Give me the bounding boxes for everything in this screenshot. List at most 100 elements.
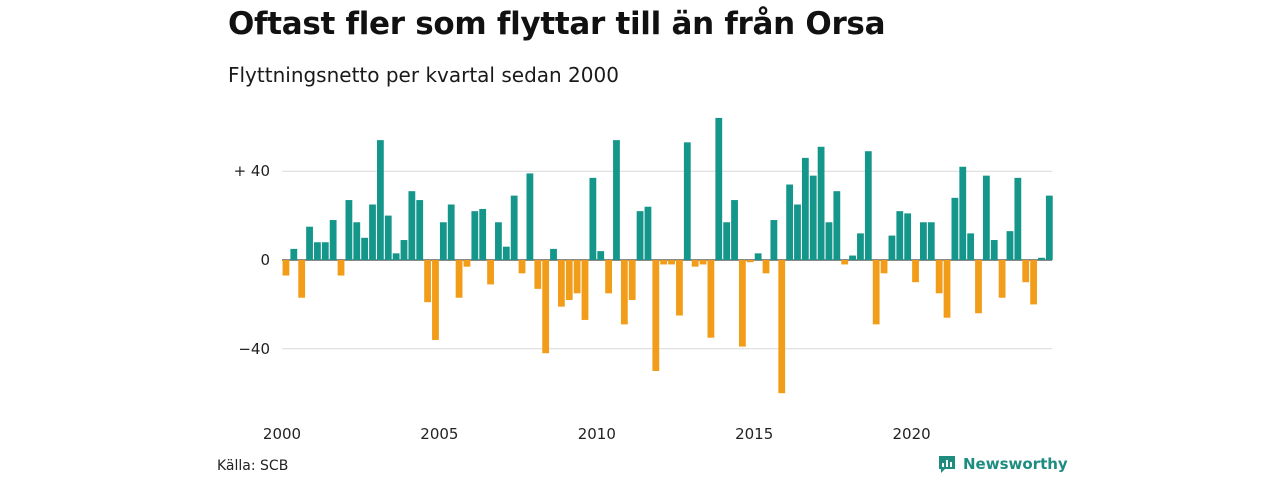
bar [754,253,762,260]
bar [1022,260,1030,283]
bar [628,260,636,300]
bar [557,260,565,307]
bar [620,260,628,325]
bar [691,260,699,267]
bar [479,208,487,260]
bar [471,211,479,260]
bar [683,142,691,260]
bar [912,260,919,283]
bar [967,233,975,260]
y-tick-label: −40 [238,340,270,358]
bar [880,260,888,274]
bar [723,222,731,260]
bar [801,157,809,260]
bar [455,260,463,298]
bar [589,177,597,260]
y-tick-label: + 40 [234,162,270,180]
bar [982,175,990,260]
chart-title: Oftast fler som flyttar till än från Ors… [228,6,886,42]
x-tick-label: 2010 [578,425,616,443]
bar [660,260,668,265]
bar [510,195,518,260]
bar [282,260,290,276]
bar [432,260,439,340]
bar [833,191,841,260]
y-tick-label: 0 [260,251,270,269]
bar [975,260,982,314]
bar [298,260,306,298]
newsworthy-logo-icon [939,456,955,473]
bar [321,242,329,260]
bar [613,140,620,260]
bar [904,213,912,260]
bar [715,117,723,260]
bar [542,260,550,354]
bar [534,260,542,289]
bar [920,222,927,260]
bar [943,260,951,318]
bar [573,260,581,294]
bar [329,220,337,260]
bar [990,240,998,260]
bar [699,260,707,265]
bar [565,260,573,300]
bar [502,246,510,260]
bar [746,260,754,263]
bar [951,197,959,260]
bar [439,222,447,260]
bar [361,237,369,260]
bar [369,204,376,260]
bar [1038,257,1045,260]
bar [1014,177,1022,260]
bar [337,260,345,276]
bar [857,233,864,260]
bar [849,255,856,260]
bar [1045,195,1053,260]
bar [809,175,817,260]
bar [770,220,778,260]
bar [495,222,502,260]
bar [794,204,801,260]
bar [1006,231,1014,260]
bar [652,260,660,371]
bar [518,260,526,274]
bar [424,260,431,303]
bar [864,151,872,260]
bar [676,260,683,316]
bar [636,211,644,260]
bar [314,242,321,260]
x-tick-label: 2000 [263,425,301,443]
bar [550,248,557,260]
bar [739,260,746,347]
brand-logo: Newsworthy [937,454,1068,474]
bar [306,226,313,260]
bar [581,260,589,320]
bar [786,184,794,260]
bar [384,215,392,260]
bar [400,240,408,260]
chart-subtitle: Flyttningsnetto per kvartal sedan 2000 [228,63,619,87]
bar [290,248,298,260]
bar [463,260,471,267]
bar [817,146,825,260]
bar [408,191,416,260]
x-tick-label: 2015 [735,425,773,443]
bar [935,260,943,294]
bar [487,260,494,285]
bar [927,222,935,260]
bar [731,200,738,260]
bar [998,260,1006,298]
bar [526,173,534,260]
bar [447,204,455,260]
bar [345,200,353,260]
bar [668,260,675,265]
bar [888,235,896,260]
bar [707,260,715,338]
bar [644,206,652,260]
bar [605,260,613,294]
source-note: Källa: SCB [217,458,289,474]
bar [376,140,384,260]
brand-name: Newsworthy [963,455,1068,473]
bar [825,222,833,260]
